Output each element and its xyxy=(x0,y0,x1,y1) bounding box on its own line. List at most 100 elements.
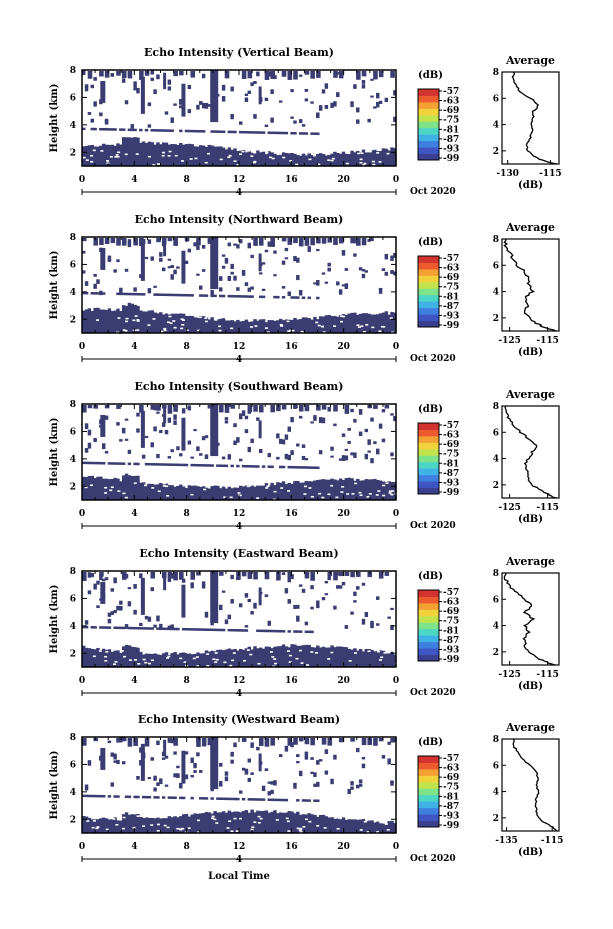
avg-x-tick-label: -125 xyxy=(498,503,521,513)
colorbar-swatch xyxy=(418,89,439,96)
echo-cell xyxy=(82,70,86,75)
echo-gap xyxy=(98,650,102,652)
echo-cell xyxy=(361,80,366,84)
echo-gap xyxy=(167,655,171,658)
echo-gap xyxy=(181,827,185,830)
echo-cell xyxy=(364,313,369,333)
echo-cell xyxy=(207,738,213,746)
echo-gap xyxy=(82,156,86,159)
echo-cell xyxy=(373,478,377,500)
echo-cell xyxy=(364,453,369,460)
echo-gap xyxy=(109,155,113,158)
echo-cell xyxy=(190,315,194,333)
echo-cell xyxy=(176,446,180,451)
echo-cell xyxy=(93,649,97,667)
echo-cell xyxy=(270,482,274,500)
avg-y-tick-label: 4 xyxy=(493,622,499,632)
echo-gap xyxy=(388,490,392,493)
echo-gap xyxy=(389,317,393,319)
heatmap xyxy=(82,404,398,501)
echo-gap xyxy=(143,816,147,818)
echo-cell xyxy=(100,247,106,270)
echo-cell xyxy=(84,84,89,88)
echo-cell xyxy=(344,572,350,576)
echo-cell xyxy=(116,650,120,667)
echo-cell xyxy=(219,780,223,787)
echo-gap xyxy=(219,158,223,161)
echo-cell xyxy=(350,819,354,833)
echo-cell xyxy=(281,439,286,445)
echo-cell xyxy=(301,588,306,593)
echo-cell xyxy=(296,615,300,622)
echo-cell xyxy=(370,458,374,464)
echo-cell xyxy=(336,72,340,75)
echo-cell xyxy=(364,479,369,500)
echo-cell xyxy=(330,817,334,833)
echo-cell xyxy=(393,416,397,422)
echo-cell xyxy=(304,644,309,667)
echo-cell xyxy=(307,481,311,500)
y-tick-label: 6 xyxy=(70,427,76,437)
echo-gap xyxy=(106,160,110,162)
echo-cell xyxy=(390,255,394,261)
echo-cell xyxy=(156,627,160,630)
echo-cell xyxy=(321,421,326,424)
echo-gap xyxy=(250,326,254,328)
echo-cell xyxy=(167,627,172,631)
echo-cell xyxy=(373,314,377,333)
echo-cell xyxy=(258,448,263,454)
echo-cell xyxy=(101,578,106,582)
echo-cell xyxy=(353,452,357,458)
echo-cell xyxy=(316,816,320,833)
echo-cell xyxy=(84,423,89,430)
echo-cell xyxy=(104,626,109,629)
echo-cell xyxy=(273,810,277,833)
echo-cell xyxy=(210,294,214,298)
avg-x-tick-label: -115 xyxy=(541,836,564,846)
echo-cell xyxy=(130,476,134,500)
echo-cell xyxy=(361,149,366,166)
echo-cell xyxy=(127,292,132,296)
echo-gap xyxy=(357,326,361,328)
echo-cell xyxy=(298,415,303,419)
echo-cell xyxy=(236,572,241,580)
echo-cell xyxy=(341,151,346,166)
echo-cell xyxy=(156,313,160,333)
avg-y-tick-label: 6 xyxy=(493,595,499,605)
echo-gap xyxy=(257,821,261,824)
echo-cell xyxy=(281,812,286,833)
echo-cell xyxy=(107,618,112,624)
echo-gap xyxy=(157,652,161,655)
echo-cell xyxy=(356,150,360,166)
echo-cell xyxy=(199,294,203,297)
echo-cell xyxy=(344,478,349,500)
echo-cell xyxy=(250,254,254,259)
x-tick-label: 0 xyxy=(393,676,399,686)
echo-cell xyxy=(284,131,289,135)
echo-cell xyxy=(310,319,314,333)
echo-cell xyxy=(84,476,89,500)
echo-gap xyxy=(251,148,255,151)
echo-gap xyxy=(157,163,161,165)
echo-cell xyxy=(367,450,371,453)
echo-cell xyxy=(284,319,289,333)
echo-cell xyxy=(267,453,271,458)
echo-gap xyxy=(253,151,257,154)
y-tick-label: 4 xyxy=(70,622,76,632)
echo-cell xyxy=(144,71,150,76)
echo-cell xyxy=(393,737,397,743)
echo-cell xyxy=(261,151,266,166)
echo-gap xyxy=(282,156,286,159)
echo-gap xyxy=(236,163,240,166)
echo-cell xyxy=(313,799,317,802)
colorbar-swatch xyxy=(418,435,439,443)
echo-gap xyxy=(302,825,306,828)
echo-cell xyxy=(93,77,97,81)
echo-cell xyxy=(236,295,240,298)
echo-cell xyxy=(90,461,95,465)
echo-cell xyxy=(210,628,214,632)
echo-cell xyxy=(96,292,100,295)
date-label: Oct 2020 xyxy=(410,688,456,698)
colorbar-swatch xyxy=(418,775,439,783)
echo-gap xyxy=(354,482,358,485)
